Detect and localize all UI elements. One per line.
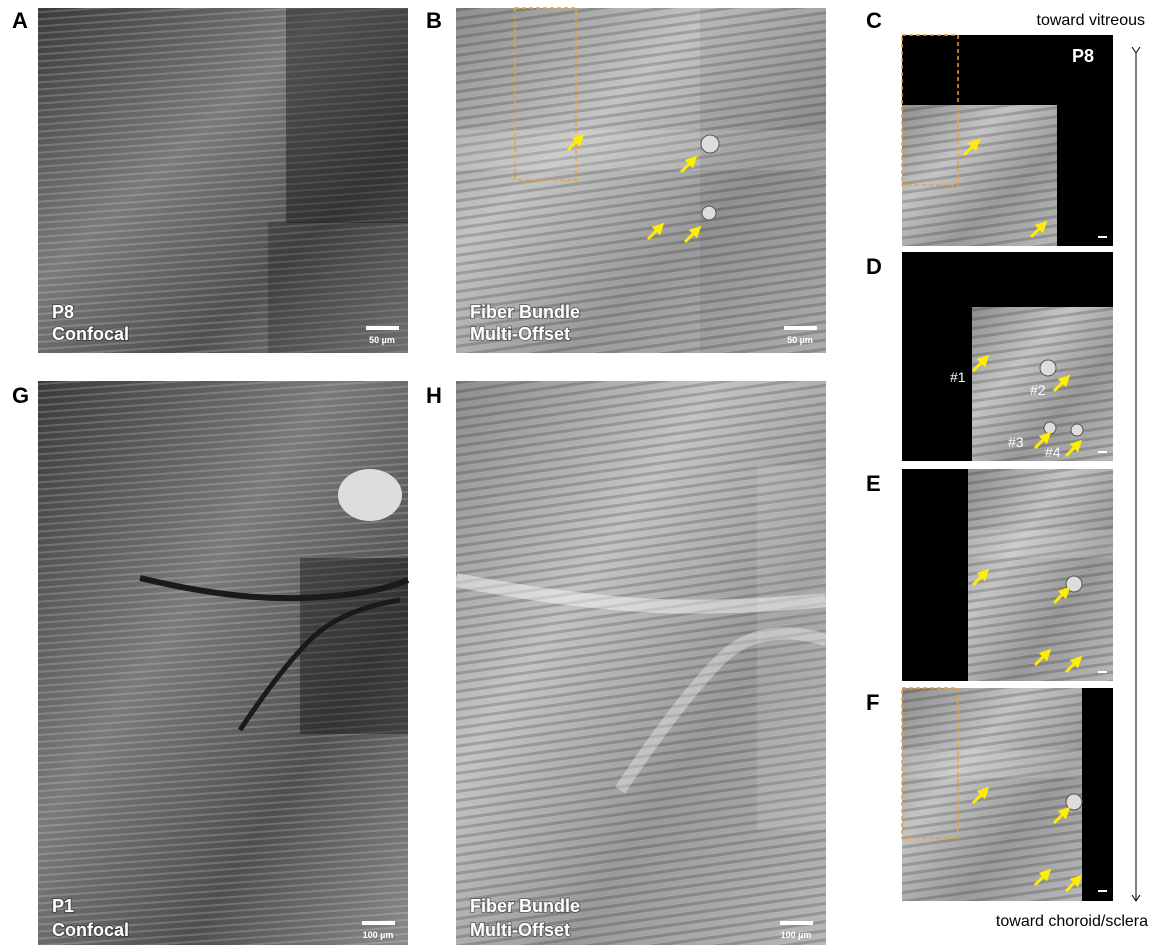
panel-label: Multi-Offset bbox=[470, 324, 570, 344]
panel-label: Fiber Bundle bbox=[470, 896, 580, 916]
panel-label: Fiber Bundle bbox=[470, 302, 580, 322]
cell-label: #4 bbox=[1045, 444, 1061, 460]
scale-bar-label: 50 µm bbox=[369, 335, 395, 345]
panel-g: G P1 Confocal 100 µm bbox=[12, 381, 408, 945]
panel-letter: E bbox=[866, 471, 881, 496]
scale-bar-label: 50 µm bbox=[787, 335, 813, 345]
cell-label: #2 bbox=[1030, 382, 1046, 398]
panel-letter: F bbox=[866, 690, 879, 715]
panel-letter: D bbox=[866, 254, 882, 279]
panel-h: H Fiber Bundle Multi-Offset 100 µm bbox=[426, 381, 826, 945]
panel-label: Confocal bbox=[52, 920, 129, 940]
panel-b: B Fiber Bundle Multi-Offset 50 µm bbox=[426, 8, 826, 353]
panel-letter: G bbox=[12, 383, 29, 408]
panel-label: P1 bbox=[52, 896, 74, 916]
panel-label: Confocal bbox=[52, 324, 129, 344]
scale-bar-label: 100 µm bbox=[363, 930, 394, 940]
panel-c: C P8 bbox=[866, 8, 1113, 246]
panel-letter: A bbox=[12, 8, 28, 33]
panel-d: #1 #2 #3 #4 D bbox=[866, 252, 1113, 461]
panel-f: F bbox=[866, 688, 1113, 901]
panel-e: E bbox=[866, 469, 1113, 681]
panel-letter: H bbox=[426, 383, 442, 408]
panel-letter: C bbox=[866, 8, 882, 33]
orientation-bottom: toward choroid/sclera bbox=[996, 913, 1148, 930]
cell-label: #3 bbox=[1008, 434, 1024, 450]
panel-label: P8 bbox=[1072, 46, 1094, 66]
panel-label: P8 bbox=[52, 302, 74, 322]
figure: A P8 Confocal 50 µm B Fiber Bundle Multi… bbox=[0, 0, 1153, 945]
panel-label: Multi-Offset bbox=[470, 920, 570, 940]
panel-letter: B bbox=[426, 8, 442, 33]
panel-a: A P8 Confocal 50 µm bbox=[12, 8, 408, 353]
cell-label: #1 bbox=[950, 369, 966, 385]
scale-bar-label: 100 µm bbox=[781, 930, 812, 940]
orientation-top: toward vitreous bbox=[1037, 12, 1146, 29]
